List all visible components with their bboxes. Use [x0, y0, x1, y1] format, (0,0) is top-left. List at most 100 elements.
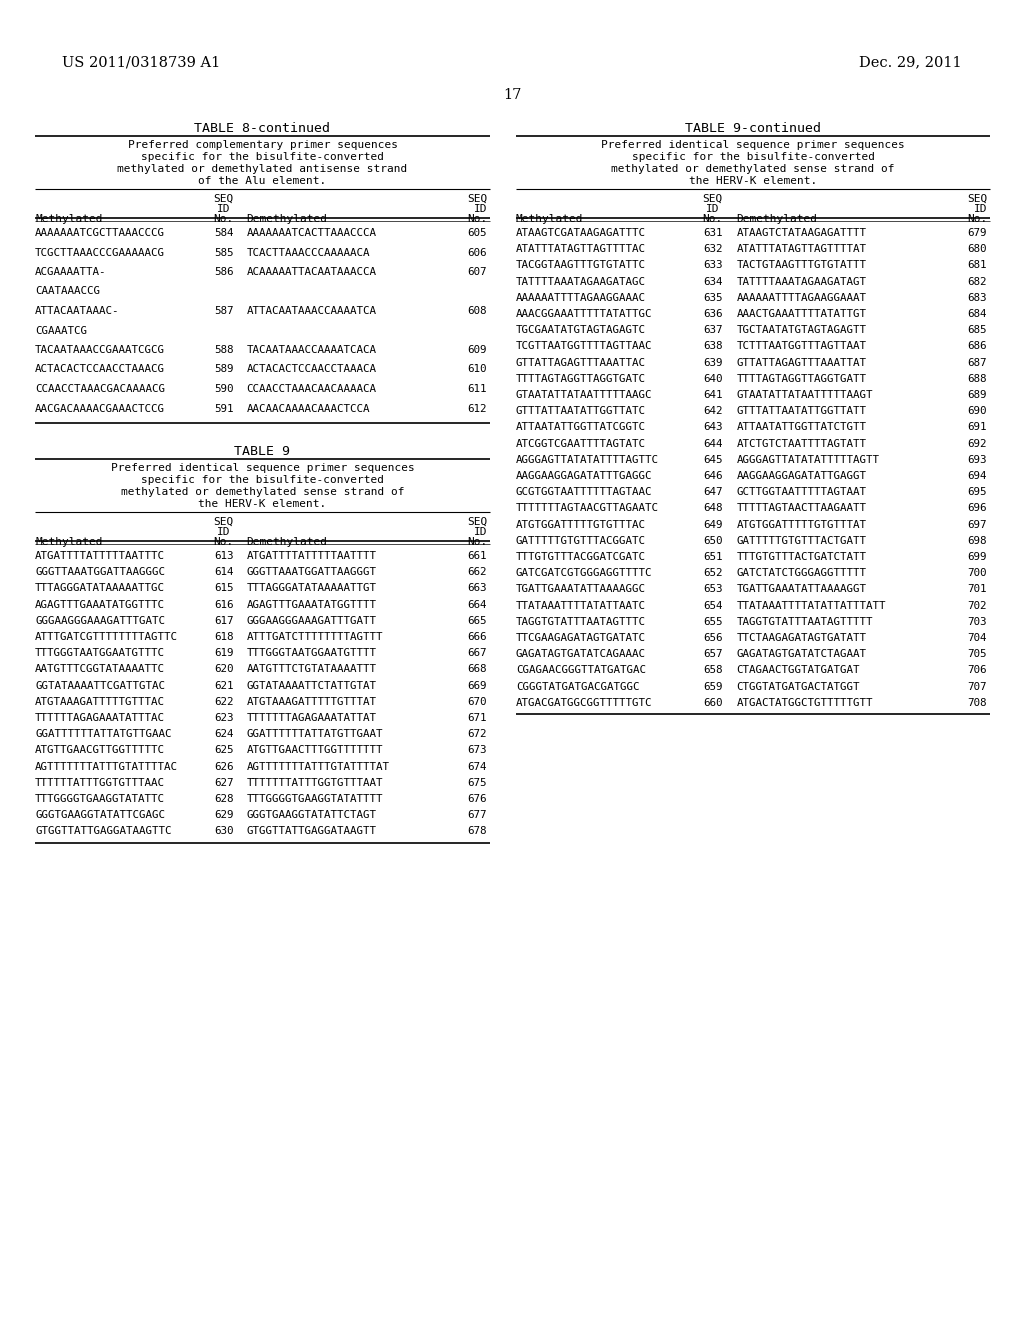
Text: ID: ID [473, 527, 487, 537]
Text: 695: 695 [968, 487, 987, 498]
Text: ATTTGATCGTTTTTTTTAGTTC: ATTTGATCGTTTTTTTTAGTTC [35, 632, 178, 642]
Text: ATTAATATTGGTTATCTGTT: ATTAATATTGGTTATCTGTT [736, 422, 866, 433]
Text: GGGTGAAGGTATATTCTAGT: GGGTGAAGGTATATTCTAGT [247, 810, 377, 820]
Text: 610: 610 [468, 364, 487, 375]
Text: ID: ID [974, 205, 987, 214]
Text: 684: 684 [968, 309, 987, 319]
Text: 637: 637 [702, 325, 723, 335]
Text: Dec. 29, 2011: Dec. 29, 2011 [859, 55, 962, 69]
Text: CTGGTATGATGACTATGGT: CTGGTATGATGACTATGGT [736, 681, 860, 692]
Text: 591: 591 [214, 404, 233, 413]
Text: 662: 662 [468, 568, 487, 577]
Text: TCGCTTAAACCCGAAAAACG: TCGCTTAAACCCGAAAAACG [35, 248, 165, 257]
Text: 588: 588 [214, 345, 233, 355]
Text: 649: 649 [702, 520, 723, 529]
Text: 653: 653 [702, 585, 723, 594]
Text: CCAACCTAAACAACAAAACA: CCAACCTAAACAACAAAACA [247, 384, 377, 393]
Text: 630: 630 [214, 826, 233, 837]
Text: ATATTTATAGTTAGTTTTAC: ATATTTATAGTTAGTTTTAC [516, 244, 646, 255]
Text: TACGGTAAGTTTGTGTATTC: TACGGTAAGTTTGTGTATTC [516, 260, 646, 271]
Text: 617: 617 [214, 616, 233, 626]
Text: ATTACAATAAACCAAAATCA: ATTACAATAAACCAAAATCA [247, 306, 377, 315]
Text: 703: 703 [968, 616, 987, 627]
Text: 615: 615 [214, 583, 233, 594]
Text: 663: 663 [468, 583, 487, 594]
Text: GATTTTTGTGTTTACTGATT: GATTTTTGTGTTTACTGATT [736, 536, 866, 545]
Text: 634: 634 [702, 277, 723, 286]
Text: TTTTTTTATTTGGTGTTTAAT: TTTTTTTATTTGGTGTTTAAT [247, 777, 383, 788]
Text: 612: 612 [468, 404, 487, 413]
Text: TCGTTAATGGTTTTAGTTAAC: TCGTTAATGGTTTTAGTTAAC [516, 342, 652, 351]
Text: the HERV-K element.: the HERV-K element. [689, 176, 817, 186]
Text: Demethylated: Demethylated [736, 214, 817, 224]
Text: GGGTTAAATGGATTAAGGGC: GGGTTAAATGGATTAAGGGC [35, 568, 165, 577]
Text: 659: 659 [702, 681, 723, 692]
Text: 705: 705 [968, 649, 987, 659]
Text: 692: 692 [968, 438, 987, 449]
Text: TTTTTTAGAGAAATATTTAC: TTTTTTAGAGAAATATTTAC [35, 713, 165, 723]
Text: 647: 647 [702, 487, 723, 498]
Text: GGGTTAAATGGATTAAGGGT: GGGTTAAATGGATTAAGGGT [247, 568, 377, 577]
Text: 654: 654 [702, 601, 723, 611]
Text: 17: 17 [503, 88, 521, 102]
Text: TTTGGGTAATGGAATGTTTT: TTTGGGTAATGGAATGTTTT [247, 648, 377, 659]
Text: 586: 586 [214, 267, 233, 277]
Text: 685: 685 [968, 325, 987, 335]
Text: 620: 620 [214, 664, 233, 675]
Text: 674: 674 [468, 762, 487, 772]
Text: 665: 665 [468, 616, 487, 626]
Text: CCAACCTAAACGACAAAACG: CCAACCTAAACGACAAAACG [35, 384, 165, 393]
Text: TATTTTAAATAGAAGATAGC: TATTTTAAATAGAAGATAGC [516, 277, 646, 286]
Text: 642: 642 [702, 407, 723, 416]
Text: ACTACACTCCAACCTAAACG: ACTACACTCCAACCTAAACG [35, 364, 165, 375]
Text: ATGACGATGGCGGTTTTTGTC: ATGACGATGGCGGTTTTTGTC [516, 698, 652, 708]
Text: TTTTAGTAGGTTAGGTGATC: TTTTAGTAGGTTAGGTGATC [516, 374, 646, 384]
Text: ATGTAAAGATTTTTGTTTAT: ATGTAAAGATTTTTGTTTAT [247, 697, 377, 706]
Text: ATGTTGAACGTTGGTTTTTC: ATGTTGAACGTTGGTTTTTC [35, 746, 165, 755]
Text: AAAAAATTTTAGAAGGAAAC: AAAAAATTTTAGAAGGAAAC [516, 293, 646, 302]
Text: 688: 688 [968, 374, 987, 384]
Text: SEQ: SEQ [967, 194, 987, 205]
Text: AAGGAAGGAGATATTTGAGGC: AAGGAAGGAGATATTTGAGGC [516, 471, 652, 480]
Text: GATCGATCGTGGGAGGTTTTC: GATCGATCGTGGGAGGTTTTC [516, 568, 652, 578]
Text: ID: ID [217, 527, 230, 537]
Text: GTGGTTATTGAGGATAAGTT: GTGGTTATTGAGGATAAGTT [247, 826, 377, 837]
Text: AATGTTTCGGTATAAAATTC: AATGTTTCGGTATAAAATTC [35, 664, 165, 675]
Text: ID: ID [473, 205, 487, 214]
Text: TGATTGAAATATTAAAAGGC: TGATTGAAATATTAAAAGGC [516, 585, 646, 594]
Text: SEQ: SEQ [467, 517, 487, 527]
Text: TACAATAAACCAAAATCACA: TACAATAAACCAAAATCACA [247, 345, 377, 355]
Text: Methylated: Methylated [35, 537, 102, 546]
Text: GCTTGGTAATTTTTAGTAAT: GCTTGGTAATTTTTAGTAAT [736, 487, 866, 498]
Text: 660: 660 [702, 698, 723, 708]
Text: SEQ: SEQ [702, 194, 723, 205]
Text: TTATAAATTTTATATTAATC: TTATAAATTTTATATTAATC [516, 601, 646, 611]
Text: No.: No. [967, 214, 987, 224]
Text: 700: 700 [968, 568, 987, 578]
Text: TTCGAAGAGATAGTGATATC: TTCGAAGAGATAGTGATATC [516, 634, 646, 643]
Text: 704: 704 [968, 634, 987, 643]
Text: GTTATTAGAGTTTAAATTAC: GTTATTAGAGTTTAAATTAC [516, 358, 646, 367]
Text: AAAAAAATCGCTTAAACCCG: AAAAAAATCGCTTAAACCCG [35, 228, 165, 238]
Text: methylated or demethylated antisense strand: methylated or demethylated antisense str… [118, 164, 408, 174]
Text: GTAATATTATAATTTTTAAGC: GTAATATTATAATTTTTAAGC [516, 389, 652, 400]
Text: US 2011/0318739 A1: US 2011/0318739 A1 [62, 55, 220, 69]
Text: AGTTTTTTTATTTGTATTTTAC: AGTTTTTTTATTTGTATTTTAC [35, 762, 178, 772]
Text: 699: 699 [968, 552, 987, 562]
Text: TTTAGGGATATAAAAATTGC: TTTAGGGATATAAAAATTGC [35, 583, 165, 594]
Text: 611: 611 [468, 384, 487, 393]
Text: CTAGAACTGGTATGATGAT: CTAGAACTGGTATGATGAT [736, 665, 860, 676]
Text: ATATTTATAGTTAGTTTTAT: ATATTTATAGTTAGTTTTAT [736, 244, 866, 255]
Text: No.: No. [702, 214, 723, 224]
Text: 658: 658 [702, 665, 723, 676]
Text: 657: 657 [702, 649, 723, 659]
Text: ID: ID [706, 205, 720, 214]
Text: GGATTTTTTATTATGTTGAAC: GGATTTTTTATTATGTTGAAC [35, 729, 171, 739]
Text: 609: 609 [468, 345, 487, 355]
Text: ATGTGGATTTTTGTGTTTAT: ATGTGGATTTTTGTGTTTAT [736, 520, 866, 529]
Text: 627: 627 [214, 777, 233, 788]
Text: 681: 681 [968, 260, 987, 271]
Text: 613: 613 [214, 550, 233, 561]
Text: 590: 590 [214, 384, 233, 393]
Text: 632: 632 [702, 244, 723, 255]
